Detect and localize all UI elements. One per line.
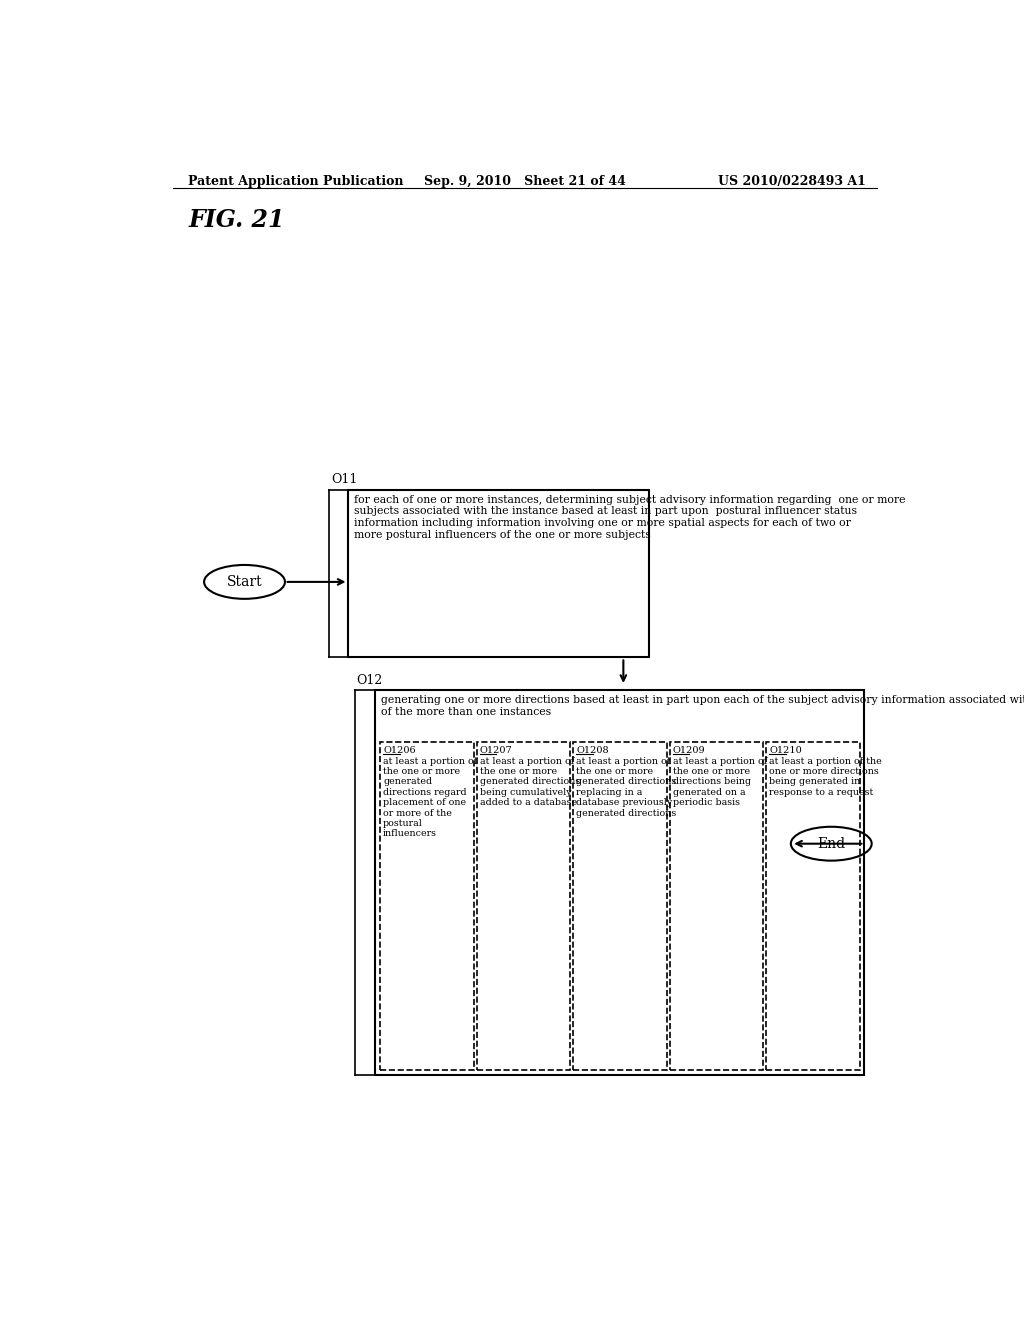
Bar xyxy=(376,689,864,1074)
Text: O1207: O1207 xyxy=(479,746,512,755)
Text: at least a portion of
the one or more
generated
directions regard
placement of o: at least a portion of the one or more ge… xyxy=(383,756,477,838)
Text: FIG. 21: FIG. 21 xyxy=(188,209,285,232)
Text: at least a portion of
the one or more
generated directions
replacing in a
databa: at least a portion of the one or more ge… xyxy=(577,756,677,817)
Text: O1209: O1209 xyxy=(673,746,706,755)
Bar xyxy=(573,742,667,1071)
Text: O1208: O1208 xyxy=(577,746,609,755)
Text: Patent Application Publication: Patent Application Publication xyxy=(188,176,403,189)
Text: US 2010/0228493 A1: US 2010/0228493 A1 xyxy=(718,176,866,189)
Text: for each of one or more instances, determining subject advisory information rega: for each of one or more instances, deter… xyxy=(354,495,905,540)
Text: at least a portion of
the one or more
generated directions
being cumulatively
ad: at least a portion of the one or more ge… xyxy=(479,756,580,808)
Text: O11: O11 xyxy=(331,474,357,487)
Bar xyxy=(380,742,473,1071)
Text: at least a portion of
the one or more
directions being
generated on a
periodic b: at least a portion of the one or more di… xyxy=(673,756,767,808)
Bar xyxy=(766,742,860,1071)
Bar xyxy=(670,742,763,1071)
Text: at least a portion of the
one or more directions
being generated in
response to : at least a portion of the one or more di… xyxy=(769,756,882,797)
Text: O12: O12 xyxy=(356,673,382,686)
Text: generating one or more directions based at least in part upon each of the subjec: generating one or more directions based … xyxy=(381,696,1024,717)
Text: O1206: O1206 xyxy=(383,746,416,755)
Text: O1210: O1210 xyxy=(769,746,802,755)
Text: End: End xyxy=(817,837,846,850)
Bar xyxy=(348,490,649,657)
Text: Sep. 9, 2010   Sheet 21 of 44: Sep. 9, 2010 Sheet 21 of 44 xyxy=(424,176,626,189)
Bar xyxy=(476,742,570,1071)
Text: Start: Start xyxy=(226,576,262,589)
